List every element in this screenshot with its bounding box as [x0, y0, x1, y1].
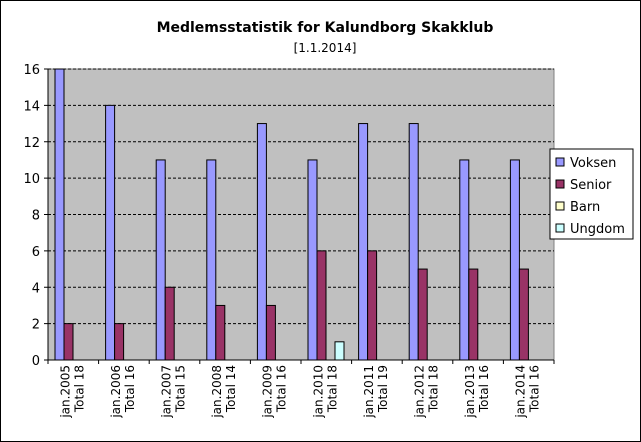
- chart-subtitle: [1.1.2014]: [294, 41, 357, 55]
- x-tick-label: jan.2011: [362, 365, 376, 419]
- legend-swatch-barn: [555, 201, 565, 211]
- x-tick-label: jan.2005: [58, 365, 72, 419]
- x-tick-label: Total 18: [427, 365, 441, 413]
- legend-swatch-ungdom: [555, 223, 565, 233]
- bar-ungdom: [334, 341, 345, 361]
- legend-label-ungdom: Ungdom: [570, 222, 625, 237]
- legend-label-barn: Barn: [570, 200, 600, 215]
- bar-senior: [417, 268, 428, 361]
- legend-label-senior: Senior: [570, 178, 612, 193]
- bar-senior: [215, 304, 226, 361]
- x-tick-label: jan.2006: [109, 365, 123, 419]
- x-tick-label: jan.2010: [311, 365, 325, 419]
- x-tick-label: jan.2014: [514, 365, 528, 419]
- y-tick-label: 16: [23, 63, 40, 78]
- bar-senior: [164, 286, 175, 361]
- bar-senior: [468, 268, 479, 361]
- bar-voksen: [509, 159, 520, 361]
- x-tick-label: Total 18: [325, 365, 339, 413]
- bar-voksen: [307, 159, 318, 361]
- y-tick-label: 14: [23, 99, 40, 114]
- bar-senior: [114, 323, 125, 361]
- x-tick-label: Total 16: [528, 365, 542, 413]
- legend-swatch-voksen: [555, 157, 565, 167]
- x-tick-label: jan.2009: [261, 365, 275, 419]
- legend-label-voksen: Voksen: [570, 156, 616, 171]
- x-tick-label: Total 16: [123, 365, 137, 413]
- x-tick-label: jan.2012: [413, 365, 427, 419]
- x-tick-label: jan.2007: [160, 365, 174, 419]
- bar-voksen: [256, 123, 267, 361]
- bar-voksen: [459, 159, 470, 361]
- y-tick-label: 8: [32, 209, 40, 224]
- bar-senior: [265, 304, 276, 361]
- x-tick-label: jan.2013: [463, 365, 477, 419]
- x-tick-label: Total 16: [275, 365, 289, 413]
- x-tick-label: Total 18: [72, 365, 86, 413]
- x-tick-label: Total 15: [174, 365, 188, 413]
- bar-voksen: [206, 159, 217, 361]
- y-tick-label: 6: [32, 245, 40, 260]
- x-tick-label: Total 19: [376, 365, 390, 413]
- bar-voksen: [408, 123, 419, 361]
- y-tick-label: 0: [32, 354, 40, 369]
- legend: Voksen Senior Barn Ungdom: [549, 148, 634, 240]
- chart-title: Medlemsstatistik for Kalundborg Skakklub: [157, 20, 494, 36]
- x-tick-label: jan.2008: [210, 365, 224, 419]
- y-tick-label: 2: [32, 318, 40, 333]
- bar-senior: [518, 268, 529, 361]
- bar-voksen: [358, 123, 369, 361]
- y-tick-label: 12: [23, 136, 40, 151]
- bar-voksen: [155, 159, 166, 361]
- bar-senior: [63, 323, 74, 361]
- legend-swatch-senior: [555, 179, 565, 189]
- bar-senior: [367, 250, 378, 361]
- y-tick-label: 10: [23, 172, 40, 187]
- bar-voksen: [54, 68, 65, 361]
- x-tick-label: Total 16: [477, 365, 491, 413]
- y-tick-label: 4: [32, 281, 40, 296]
- x-tick-label: Total 14: [224, 365, 238, 413]
- bar-senior: [316, 250, 327, 361]
- bar-voksen: [105, 104, 116, 361]
